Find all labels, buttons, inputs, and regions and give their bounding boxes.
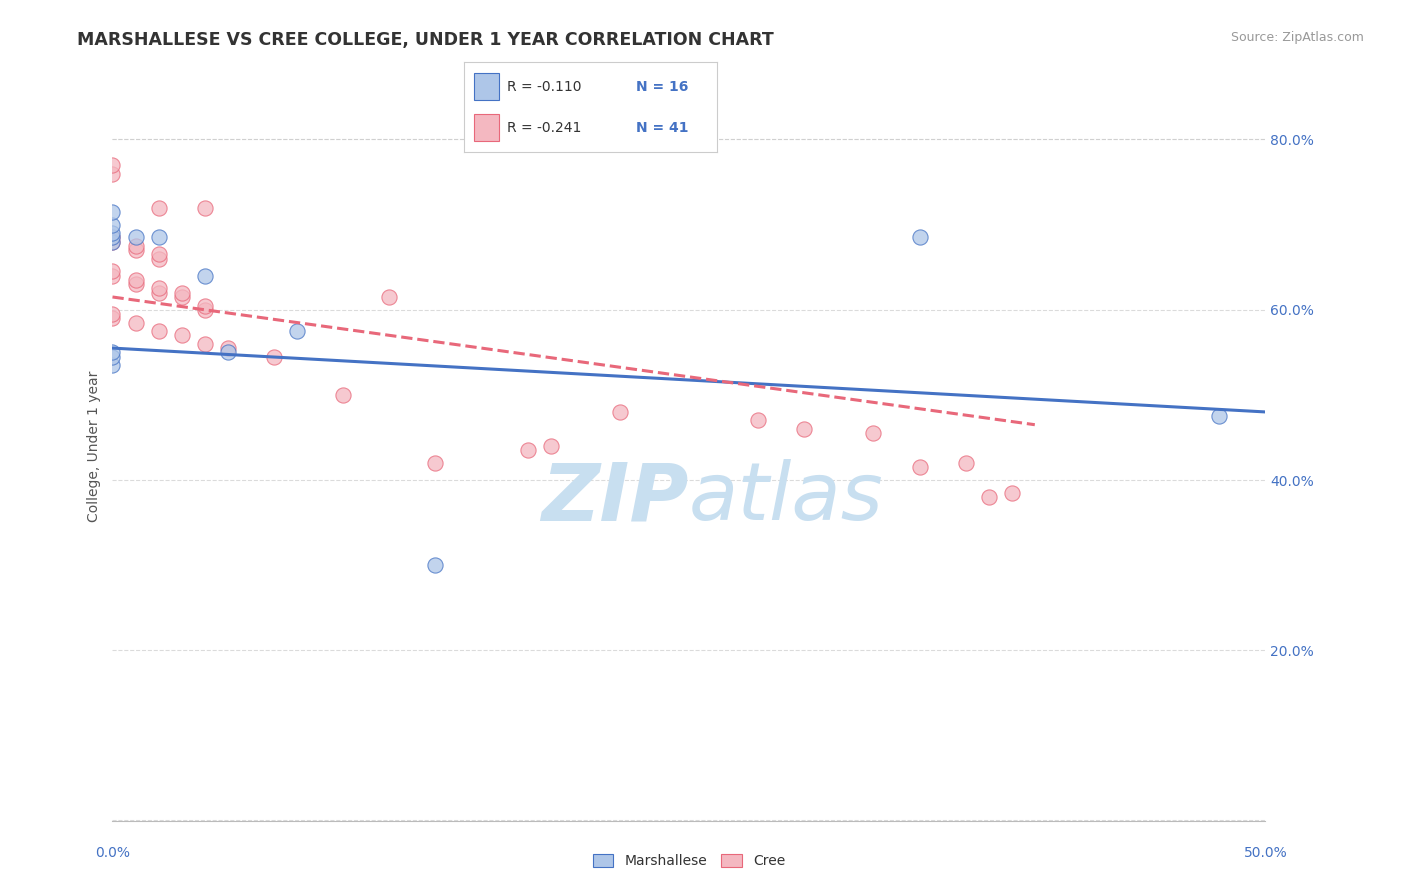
- Point: [101, 230, 124, 244]
- Point: [101, 268, 124, 283]
- Text: atlas: atlas: [689, 459, 884, 538]
- Text: N = 41: N = 41: [636, 120, 689, 135]
- Text: 0.0%: 0.0%: [96, 846, 129, 860]
- Point: [170, 285, 193, 300]
- Point: [148, 285, 170, 300]
- Point: [124, 273, 146, 287]
- Point: [101, 358, 124, 372]
- Point: [101, 264, 124, 278]
- Point: [862, 426, 884, 441]
- Point: [148, 247, 170, 261]
- Point: [148, 230, 170, 244]
- Text: 50.0%: 50.0%: [1243, 846, 1288, 860]
- Point: [217, 345, 239, 359]
- Point: [101, 226, 124, 240]
- Point: [977, 490, 1000, 504]
- Point: [124, 243, 146, 257]
- Point: [540, 439, 562, 453]
- Point: [124, 277, 146, 292]
- Point: [908, 230, 931, 244]
- Point: [101, 350, 124, 364]
- Point: [194, 268, 217, 283]
- Point: [101, 205, 124, 219]
- Point: [148, 281, 170, 295]
- Text: ZIP: ZIP: [541, 459, 689, 538]
- Point: [1208, 409, 1230, 424]
- Point: [194, 298, 217, 313]
- Legend: Marshallese, Cree: Marshallese, Cree: [586, 848, 792, 873]
- Text: N = 16: N = 16: [636, 79, 689, 94]
- Point: [285, 324, 308, 338]
- Point: [1001, 485, 1024, 500]
- Point: [101, 230, 124, 244]
- Point: [101, 307, 124, 321]
- Point: [124, 316, 146, 330]
- Point: [747, 413, 769, 427]
- Bar: [474, 73, 499, 100]
- Text: MARSHALLESE VS CREE COLLEGE, UNDER 1 YEAR CORRELATION CHART: MARSHALLESE VS CREE COLLEGE, UNDER 1 YEA…: [77, 31, 775, 49]
- Point: [609, 405, 631, 419]
- Bar: [474, 114, 499, 141]
- Point: [124, 239, 146, 253]
- Point: [378, 290, 401, 304]
- Point: [148, 201, 170, 215]
- Point: [194, 336, 217, 351]
- Point: [101, 167, 124, 181]
- Point: [148, 324, 170, 338]
- Point: [101, 235, 124, 249]
- Point: [263, 350, 285, 364]
- Point: [101, 158, 124, 172]
- Point: [908, 460, 931, 475]
- Point: [425, 558, 447, 573]
- Point: [955, 456, 977, 470]
- Point: [332, 388, 354, 402]
- Point: [101, 218, 124, 232]
- Point: [425, 456, 447, 470]
- Point: [194, 302, 217, 317]
- Point: [194, 201, 217, 215]
- Y-axis label: College, Under 1 year: College, Under 1 year: [87, 370, 101, 522]
- Point: [124, 230, 146, 244]
- Point: [217, 341, 239, 355]
- Point: [101, 311, 124, 326]
- Text: Source: ZipAtlas.com: Source: ZipAtlas.com: [1230, 31, 1364, 45]
- Text: R = -0.241: R = -0.241: [508, 120, 581, 135]
- Point: [148, 252, 170, 266]
- Point: [170, 328, 193, 343]
- Point: [170, 290, 193, 304]
- Point: [793, 422, 815, 436]
- Point: [516, 443, 538, 458]
- Text: R = -0.110: R = -0.110: [508, 79, 582, 94]
- Point: [101, 235, 124, 249]
- Point: [101, 345, 124, 359]
